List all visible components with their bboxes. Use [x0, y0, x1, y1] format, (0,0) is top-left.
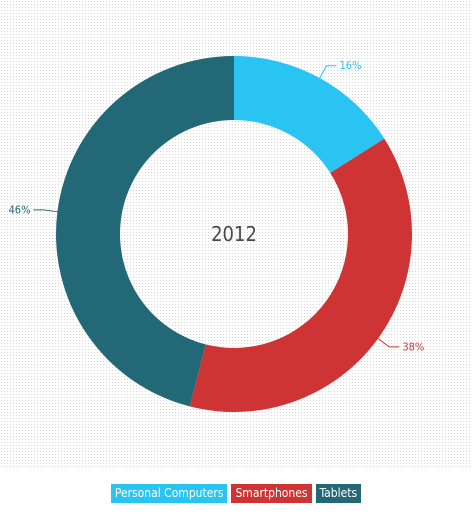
- center-label: 2012: [211, 222, 257, 246]
- legend-item-personal-computers[interactable]: Personal Computers: [110, 484, 228, 503]
- slice-personal-computers[interactable]: [234, 56, 385, 173]
- slice-tablets[interactable]: [55, 56, 234, 407]
- legend: Personal Computers Smartphones Tablets: [0, 484, 472, 504]
- legend-item-smartphones[interactable]: Smartphones: [231, 484, 312, 503]
- legend-item-tablets[interactable]: Tablets: [315, 484, 362, 503]
- data-label-tablets: 46%: [9, 203, 31, 216]
- data-label-smartphones: 38%: [402, 340, 424, 353]
- callout-line-personal-computers: [319, 65, 337, 79]
- callout-line-tablets: [33, 209, 58, 213]
- callout-line-smartphones: [377, 338, 400, 348]
- data-label-personal-computers: 16%: [339, 59, 361, 72]
- donut-chart: 16% 38% 46% 2012: [9, 56, 424, 412]
- plot-area: 16% 38% 46% 2012: [0, 0, 472, 468]
- slice-smartphones[interactable]: [189, 138, 413, 412]
